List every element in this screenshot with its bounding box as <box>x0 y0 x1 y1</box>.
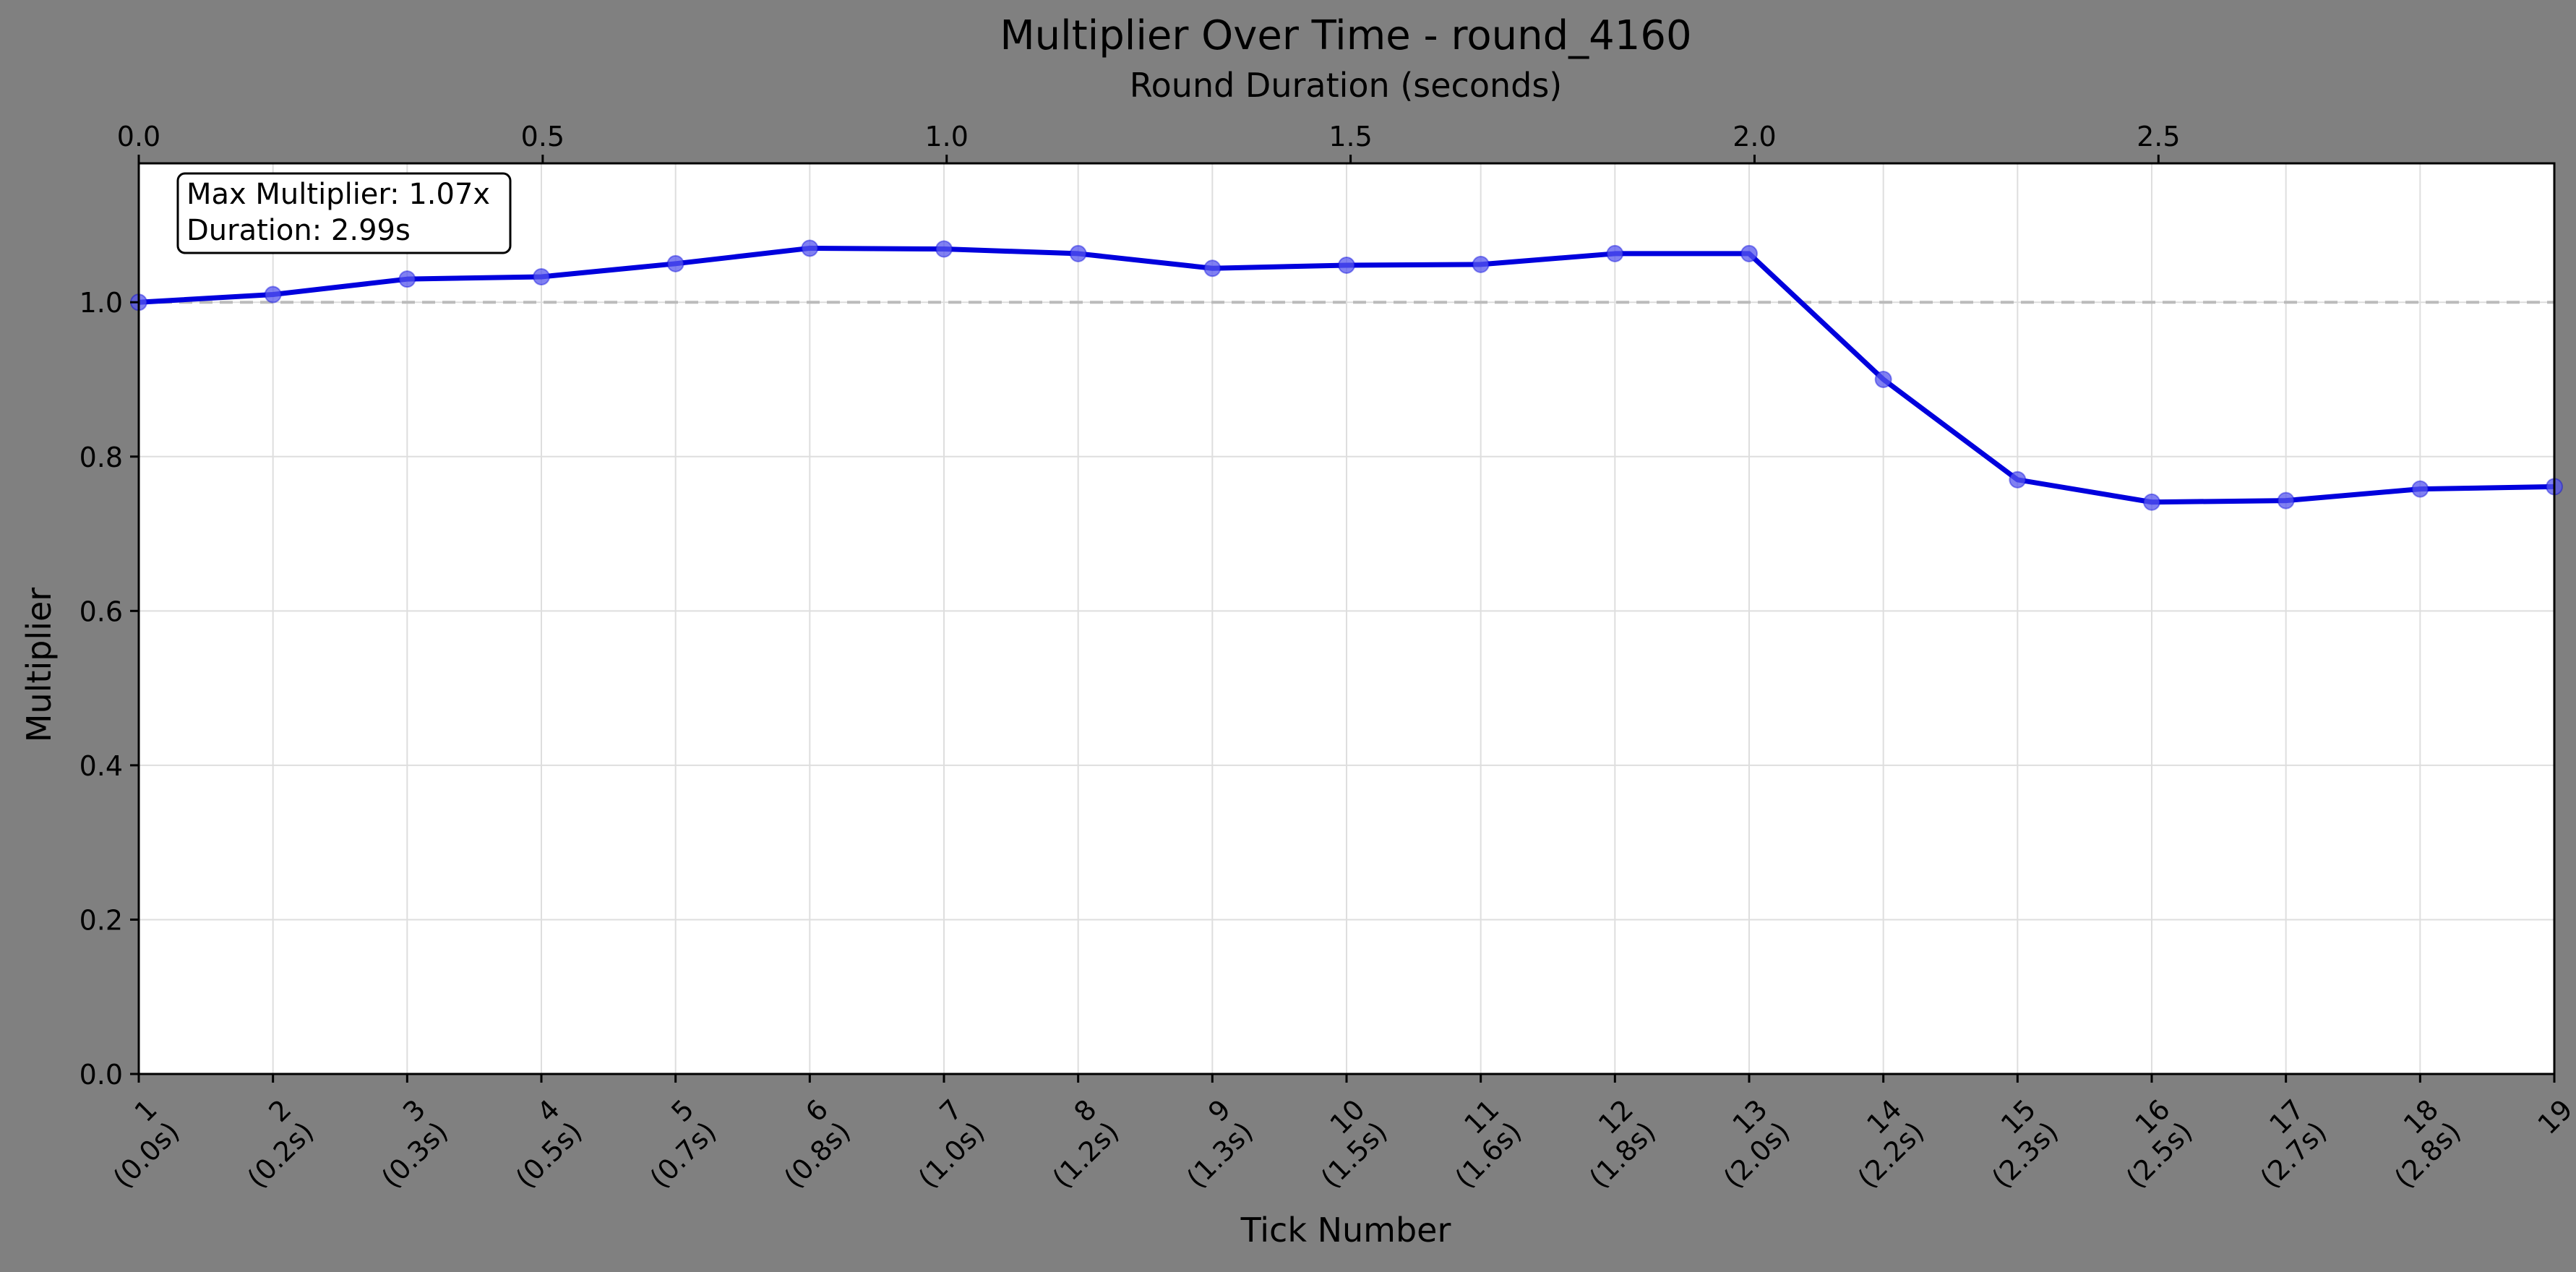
x-tick-time: (0.8s) <box>778 1116 856 1195</box>
data-point-6 <box>801 239 819 257</box>
x-axis-ticks: 1(0.0s) 2(0.2s) 3(0.3s) 4(0.5s) 5(0.7s) 6(0.8… <box>85 1074 2576 1195</box>
x-tick-label-5: 5(0.7s) <box>622 1093 723 1195</box>
data-point-4 <box>533 267 550 285</box>
data-point-7 <box>935 240 953 258</box>
x-tick-label-10: 10(1.5s) <box>1292 1093 1394 1195</box>
x-tick-label-11: 11(1.6s) <box>1427 1093 1528 1195</box>
x-tick-time: (1.2s) <box>1047 1116 1125 1195</box>
annotation-line-max: Max Multiplier: 1.07x <box>186 178 490 211</box>
y-axis-ticks: 0.0 0.2 0.4 0.6 0.8 1.0 <box>80 287 139 1091</box>
data-point-3 <box>398 270 416 288</box>
data-point-12 <box>1606 244 1624 262</box>
x-tick-label-13: 13(2.0s) <box>1695 1093 1796 1195</box>
x-tick-number: 19 <box>2532 1093 2576 1140</box>
x-tick-time: (0.7s) <box>644 1116 723 1195</box>
top-tick-label-0: 0.0 <box>117 121 160 152</box>
top-tick-label-2: 1.0 <box>925 121 969 152</box>
top-axis-label: Round Duration (seconds) <box>1130 66 1563 105</box>
data-point-14 <box>1874 370 1892 388</box>
top-tick-label-4: 2.0 <box>1733 121 1776 152</box>
x-tick-label-17: 17(2.7s) <box>2232 1093 2333 1195</box>
chart-title: Multiplier Over Time - round_4160 <box>1000 12 1691 59</box>
top-tick-label-3: 1.5 <box>1328 121 1372 152</box>
data-point-16 <box>2143 493 2160 511</box>
top-tick-label-1: 0.5 <box>521 121 564 152</box>
x-tick-time: (1.0s) <box>912 1116 991 1195</box>
x-tick-label-7: 7(1.0s) <box>890 1093 991 1195</box>
y-tick-label-2: 0.4 <box>80 750 123 782</box>
y-tick-label-0: 0.0 <box>80 1059 123 1091</box>
x-tick-label-18: 18(2.8s) <box>2366 1093 2467 1195</box>
annotation-frame <box>176 172 512 254</box>
top-tick-label-5: 2.5 <box>2137 121 2180 152</box>
x-tick-label-16: 16(2.5s) <box>2098 1093 2199 1195</box>
x-tick-time: (1.3s) <box>1180 1116 1259 1195</box>
data-point-2 <box>264 285 282 304</box>
data-point-13 <box>1740 244 1758 262</box>
y-tick-label-5: 1.0 <box>80 287 123 319</box>
x-tick-label-8: 8(1.2s) <box>1024 1093 1125 1195</box>
top-axis-ticks: 0.0 0.5 1.0 1.5 2.0 2.5 <box>117 121 2181 163</box>
x-tick-label-1: 1(0.0s) <box>85 1093 186 1195</box>
x-tick-label-3: 3(0.3s) <box>353 1093 454 1195</box>
x-tick-label-6: 6(0.8s) <box>755 1093 856 1195</box>
annotation-box: Max Multiplier: 1.07x Duration: 2.99s <box>176 172 512 254</box>
x-tick-time: (0.3s) <box>375 1116 454 1195</box>
data-point-5 <box>666 254 684 272</box>
y-tick-label-4: 0.8 <box>80 442 123 473</box>
x-tick-label-15: 15(2.3s) <box>1963 1093 2064 1195</box>
x-tick-label-9: 9(1.3s) <box>1158 1093 1259 1195</box>
x-tick-label-14: 14(2.2s) <box>1829 1093 1931 1195</box>
annotation-line-duration: Duration: 2.99s <box>186 214 411 247</box>
data-point-9 <box>1203 259 1222 278</box>
data-point-10 <box>1338 256 1355 274</box>
data-point-11 <box>1472 255 1490 273</box>
data-point-18 <box>2411 480 2429 498</box>
x-axis-label: Tick Number <box>1240 1211 1451 1250</box>
y-tick-label-1: 0.2 <box>80 904 123 936</box>
x-tick-label-4: 4(0.5s) <box>487 1093 588 1195</box>
x-tick-time: (0.0s) <box>107 1116 186 1195</box>
x-tick-time: (0.2s) <box>241 1116 320 1195</box>
x-tick-label-12: 12(1.8s) <box>1560 1093 1662 1195</box>
data-point-17 <box>2277 491 2295 510</box>
y-tick-label-3: 0.6 <box>80 596 123 627</box>
x-tick-label-2: 2(0.2s) <box>219 1093 320 1195</box>
x-tick-time: (0.5s) <box>510 1116 588 1195</box>
y-axis-label: Multiplier <box>20 588 59 743</box>
x-tick-label-19: 19 <box>2532 1093 2576 1140</box>
data-point-8 <box>1069 244 1087 262</box>
data-point-15 <box>2009 470 2027 489</box>
